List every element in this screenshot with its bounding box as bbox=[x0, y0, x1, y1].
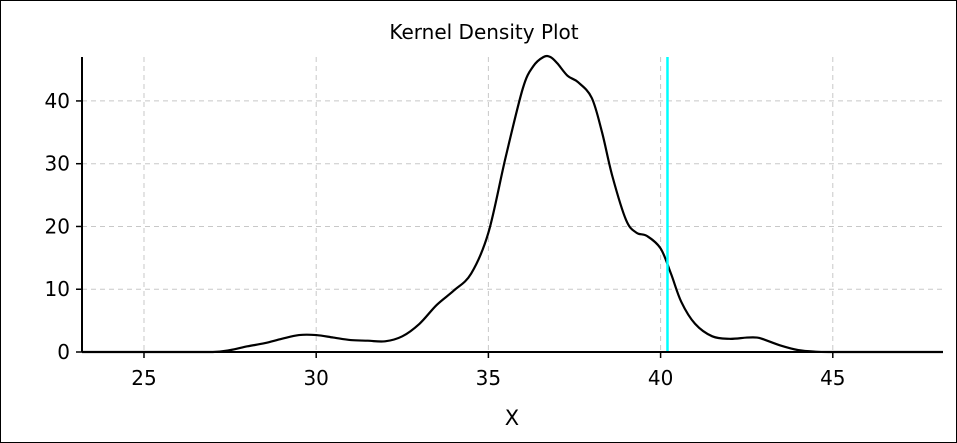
x-axis-ticks: 25 30 35 40 45 bbox=[131, 352, 846, 390]
y-tick-label: 0 bbox=[57, 340, 70, 364]
y-axis-ticks: 0 10 20 30 40 bbox=[45, 89, 82, 364]
y-tick-label: 20 bbox=[45, 214, 70, 238]
x-axis-label: X bbox=[505, 406, 519, 430]
chart-title: Kernel Density Plot bbox=[389, 20, 578, 44]
y-tick-label: 10 bbox=[45, 277, 70, 301]
y-tick-label: 30 bbox=[45, 152, 70, 176]
x-gridlines bbox=[143, 57, 834, 352]
x-tick-label: 25 bbox=[131, 366, 156, 390]
x-tick-label: 40 bbox=[648, 366, 673, 390]
density-curve bbox=[81, 54, 943, 354]
x-tick-label: 30 bbox=[303, 366, 328, 390]
y-tick-label: 40 bbox=[45, 89, 70, 113]
x-tick-label: 35 bbox=[476, 366, 501, 390]
x-tick-label: 45 bbox=[820, 366, 845, 390]
